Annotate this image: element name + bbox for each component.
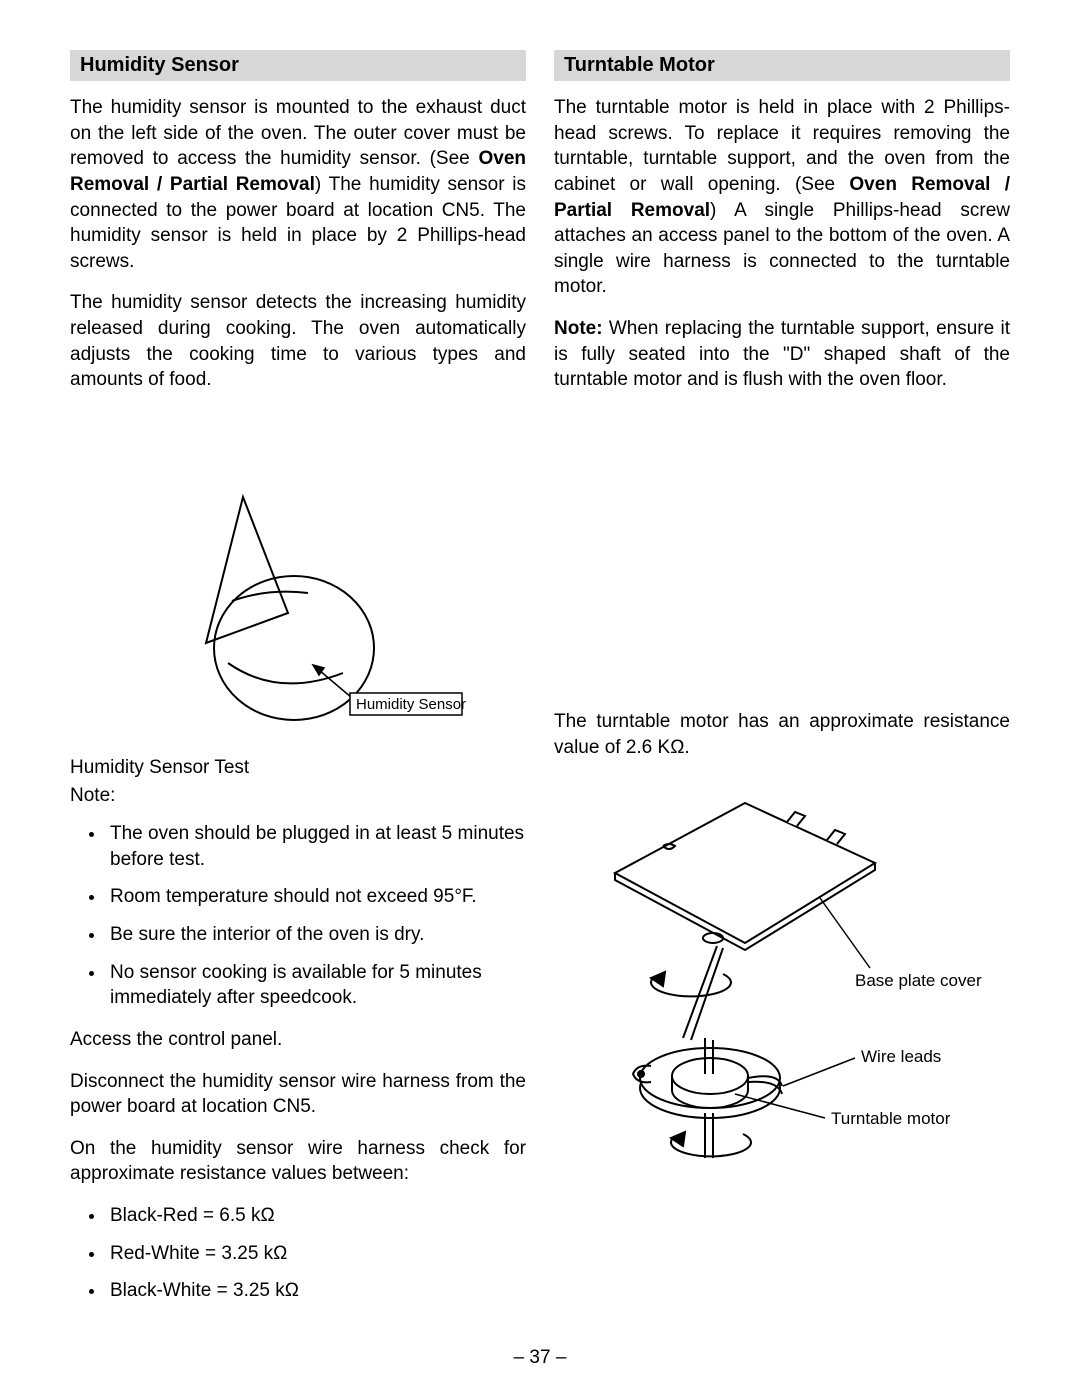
note-label: Note: (70, 785, 526, 807)
resistance-item: Red-White = 3.25 kΩ (106, 1241, 526, 1267)
turntable-p2-body: When replacing the turntable support, en… (554, 318, 1010, 390)
humidity-p1: The humidity sensor is mounted to the ex… (70, 95, 526, 274)
humidity-fig-label: Humidity Sensor (356, 696, 466, 713)
resistance-list: Black-Red = 6.5 kΩ Red-White = 3.25 kΩ B… (70, 1203, 526, 1304)
turntable-p3: The turntable motor has an approximate r… (554, 709, 1010, 760)
humidity-sensor-heading: Humidity Sensor (70, 50, 526, 81)
note-item: Room temperature should not exceed 95°F. (106, 884, 526, 910)
turntable-figure: Base plate cover Wire leads Turntable mo… (555, 778, 1010, 1178)
turntable-p2: Note: When replacing the turntable suppo… (554, 316, 1010, 393)
turntable-motor-heading: Turntable Motor (554, 50, 1010, 81)
humidity-test-heading: Humidity Sensor Test (70, 757, 526, 779)
humidity-p1a: The humidity sensor is mounted to the ex… (70, 97, 526, 169)
note-item: The oven should be plugged in at least 5… (106, 821, 526, 872)
humidity-notes-list: The oven should be plugged in at least 5… (70, 821, 526, 1011)
right-column: Turntable Motor The turntable motor is h… (554, 50, 1010, 1320)
humidity-p4: Disconnect the humidity sensor wire harn… (70, 1069, 526, 1120)
turntable-note-bold: Note: (554, 318, 603, 339)
humidity-sensor-figure: Humidity Sensor (128, 493, 468, 733)
resistance-item: Black-White = 3.25 kΩ (106, 1278, 526, 1304)
humidity-p5: On the humidity sensor wire harness chec… (70, 1136, 526, 1187)
note-item: No sensor cooking is available for 5 min… (106, 960, 526, 1011)
humidity-p3: Access the control panel. (70, 1027, 526, 1053)
turntable-p1: The turntable motor is held in place wit… (554, 95, 1010, 300)
motor-label: Turntable motor (831, 1109, 951, 1128)
page-number: – 37 – (0, 1347, 1080, 1369)
note-item: Be sure the interior of the oven is dry. (106, 922, 526, 948)
resistance-item: Black-Red = 6.5 kΩ (106, 1203, 526, 1229)
wireleads-label: Wire leads (861, 1047, 941, 1066)
baseplate-label: Base plate cover (855, 971, 982, 990)
left-column: Humidity Sensor The humidity sensor is m… (70, 50, 526, 1320)
humidity-p2: The humidity sensor detects the increasi… (70, 290, 526, 393)
